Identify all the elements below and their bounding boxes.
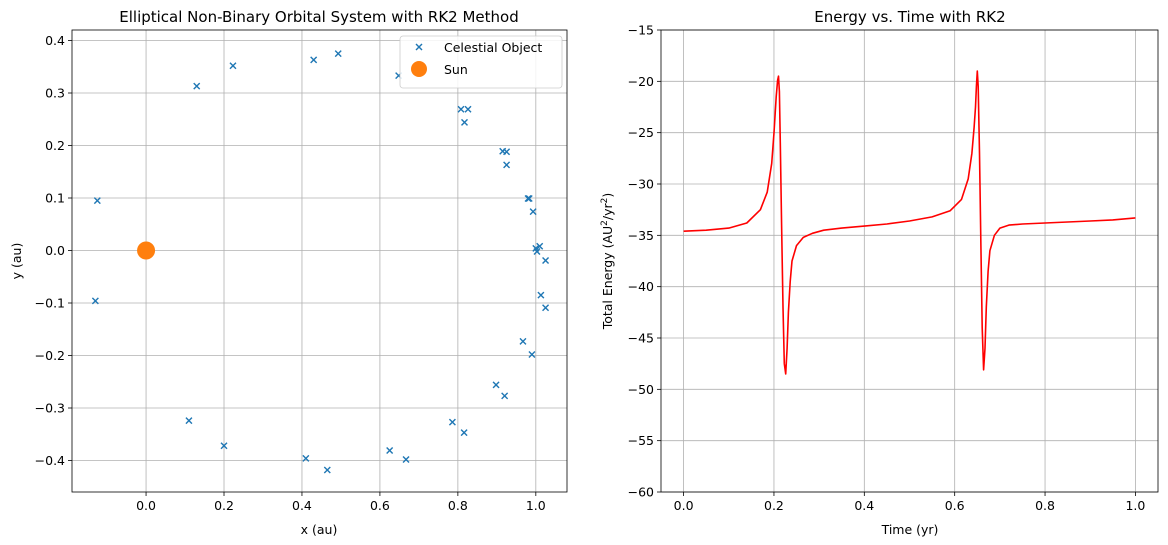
- orbit-chart-marks: [91, 50, 550, 474]
- ylabel-main: Total Energy (AU: [600, 226, 615, 330]
- ylabel-mid: /yr: [600, 202, 615, 220]
- celestial-object-point: [448, 418, 456, 426]
- y-tick-label: −30: [628, 177, 654, 192]
- orbit-chart-plot-area: [71, 29, 568, 493]
- y-tick-label: −60: [628, 485, 654, 500]
- energy-chart-xlabel: Time (yr): [881, 522, 939, 537]
- orbit-chart-title: Elliptical Non-Binary Orbital System wit…: [119, 8, 518, 26]
- y-tick-label: 0.3: [45, 86, 65, 101]
- orbit-chart-ylabel: y (au): [9, 243, 24, 280]
- celestial-object-point: [323, 466, 331, 474]
- celestial-object-point: [501, 392, 509, 400]
- y-tick-label: −55: [628, 433, 654, 448]
- orbit-chart-xlabel: x (au): [301, 522, 338, 537]
- celestial-object-point: [533, 248, 541, 256]
- celestial-object-point: [93, 197, 101, 205]
- ylabel-sup2: 2: [600, 198, 610, 204]
- celestial-object-point: [492, 381, 500, 389]
- celestial-object-point: [542, 256, 550, 264]
- x-tick-label: 0.0: [136, 498, 156, 513]
- y-tick-label: −45: [628, 331, 654, 346]
- energy-chart-plot-area: [660, 29, 1159, 493]
- y-tick-label: −0.1: [35, 296, 65, 311]
- energy-series-line: [683, 70, 1136, 375]
- legend-label-sun: Sun: [444, 62, 468, 77]
- celestial-object-point: [536, 242, 544, 250]
- x-tick-label: 0.6: [370, 498, 390, 513]
- x-tick-label: 0.0: [674, 498, 694, 513]
- orbit-chart-grid: [72, 30, 567, 492]
- sun-point: [137, 241, 156, 260]
- energy-chart: Energy vs. Time with RK2 0.0 0.2 0.4 0.6 0.8…: [600, 8, 1159, 537]
- legend-box: [399, 35, 563, 89]
- ylabel-end: ): [600, 193, 615, 198]
- celestial-object-point: [91, 297, 99, 305]
- y-tick-label: −0.2: [35, 348, 65, 363]
- x-tick-label: 0.8: [448, 498, 468, 513]
- y-tick-label: −35: [628, 228, 654, 243]
- y-tick-label: −15: [628, 23, 654, 38]
- y-tick-label: 0.1: [45, 191, 65, 206]
- legend-marker-celestial-object: [415, 43, 423, 51]
- celestial-object-point: [386, 447, 394, 455]
- celestial-object-point: [525, 195, 533, 203]
- celestial-object-point: [464, 105, 472, 113]
- celestial-object-point: [193, 82, 201, 90]
- celestial-object-point: [460, 118, 468, 126]
- celestial-object-point: [229, 62, 237, 70]
- celestial-object-point: [457, 105, 465, 113]
- x-tick-label: 0.6: [945, 498, 965, 513]
- orbit-chart: Elliptical Non-Binary Orbital System wit…: [9, 8, 568, 537]
- y-tick-label: −0.3: [35, 401, 65, 416]
- celestial-object-point: [528, 350, 536, 358]
- x-tick-label: 1.0: [1125, 498, 1145, 513]
- x-tick-label: 0.4: [854, 498, 874, 513]
- energy-chart-marks: [683, 70, 1136, 375]
- legend-label-celestial-object: Celestial Object: [444, 40, 542, 55]
- celestial-object-point: [519, 337, 527, 345]
- celestial-object-point: [529, 208, 537, 216]
- y-tick-label: 0.2: [45, 138, 65, 153]
- x-tick-label: 1.0: [526, 498, 546, 513]
- x-tick-label: 0.4: [292, 498, 312, 513]
- y-tick-label: −25: [628, 125, 654, 140]
- x-tick-label: 0.2: [764, 498, 784, 513]
- energy-chart-ticks: 0.0 0.2 0.4 0.6 0.8 1.0 −15 −20 −25 −30 −35 −40 −45 −…: [628, 23, 1146, 514]
- orbit-chart-ticks: 0.0 0.2 0.4 0.6 0.8 1.0 0.4 0.3 0.2 0.1 0.0 −0.1 −0.…: [35, 33, 546, 513]
- y-tick-label: 0.0: [45, 243, 65, 258]
- y-tick-label: 0.4: [45, 33, 65, 48]
- y-tick-label: −40: [628, 279, 654, 294]
- ylabel-sup1: 2: [600, 220, 610, 226]
- orbit-chart-legend: Celestial Object Sun: [399, 35, 563, 89]
- y-tick-label: −50: [628, 382, 654, 397]
- x-tick-label: 0.8: [1035, 498, 1055, 513]
- celestial-object-point: [310, 56, 318, 64]
- celestial-object-point: [302, 454, 310, 462]
- energy-chart-ylabel: Total Energy (AU2/yr2): [600, 193, 615, 331]
- celestial-object-point: [460, 429, 468, 437]
- celestial-object-point: [220, 442, 228, 450]
- celestial-object-point: [334, 50, 342, 58]
- celestial-object-point: [537, 291, 545, 299]
- celestial-object-point: [524, 195, 532, 203]
- x-tick-label: 0.2: [214, 498, 234, 513]
- celestial-object-point: [402, 455, 410, 463]
- energy-chart-grid: [661, 29, 1158, 493]
- celestial-object-point: [185, 417, 193, 425]
- energy-chart-title: Energy vs. Time with RK2: [814, 8, 1005, 26]
- celestial-object-point: [503, 148, 511, 156]
- celestial-object-point: [542, 304, 550, 312]
- celestial-object-point: [503, 161, 511, 169]
- y-tick-label: −20: [628, 74, 654, 89]
- y-tick-label: −0.4: [35, 453, 65, 468]
- legend-marker-sun: [411, 61, 427, 77]
